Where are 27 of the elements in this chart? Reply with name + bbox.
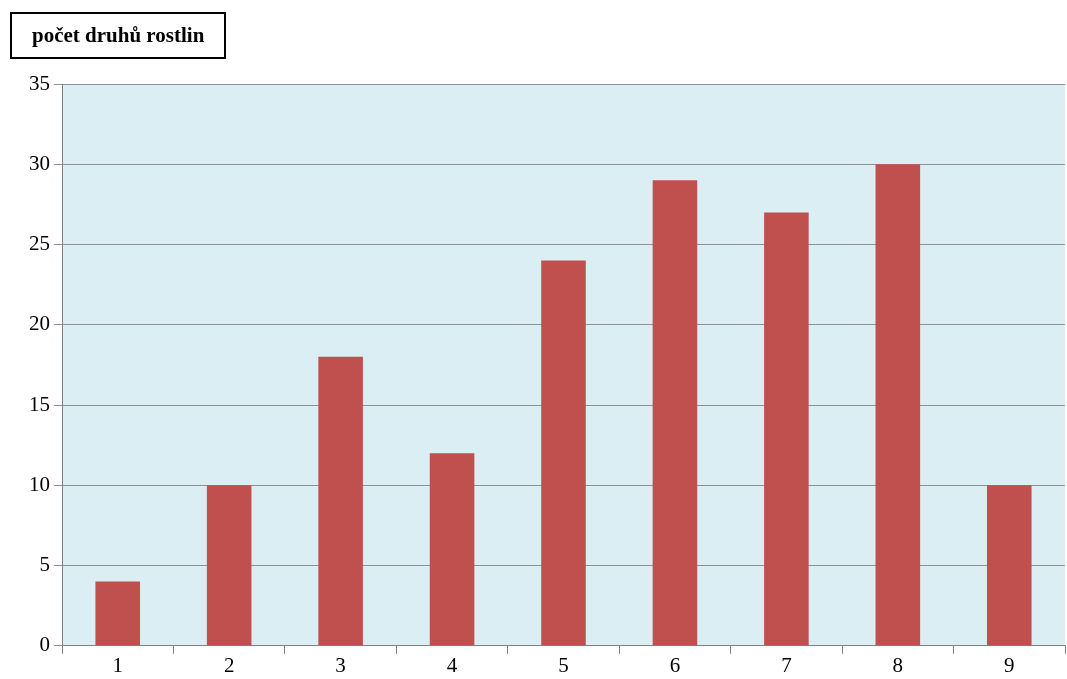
y-tick-label: 25 [29,231,50,256]
x-tick-label: 6 [669,652,681,677]
y-tick-label: 30 [29,150,50,175]
bar [875,164,921,646]
y-tick-label: 0 [39,632,50,657]
y-tick-label: 15 [29,391,50,416]
x-tick-label: 9 [1004,652,1015,677]
bar [95,581,141,646]
bar [429,453,475,646]
x-tick-label: 3 [335,652,346,677]
x-tick-label: 5 [558,652,569,677]
bar [986,485,1032,646]
x-tick-label: 1 [112,652,123,677]
bar [318,356,363,646]
bar [652,180,698,646]
y-tick-label: 10 [29,471,50,496]
y-tick-label: 20 [29,311,50,336]
y-tick-label: 5 [39,552,50,577]
x-tick-label: 4 [446,652,458,677]
bar [764,212,809,646]
x-tick-label: 7 [781,652,792,677]
bar [206,485,252,646]
x-tick-label: 2 [223,652,235,677]
x-tick-label: 8 [892,652,904,677]
y-tick-label: 35 [29,70,50,95]
y-axis-title: počet druhů rostlin [10,12,227,59]
bar [541,260,586,646]
